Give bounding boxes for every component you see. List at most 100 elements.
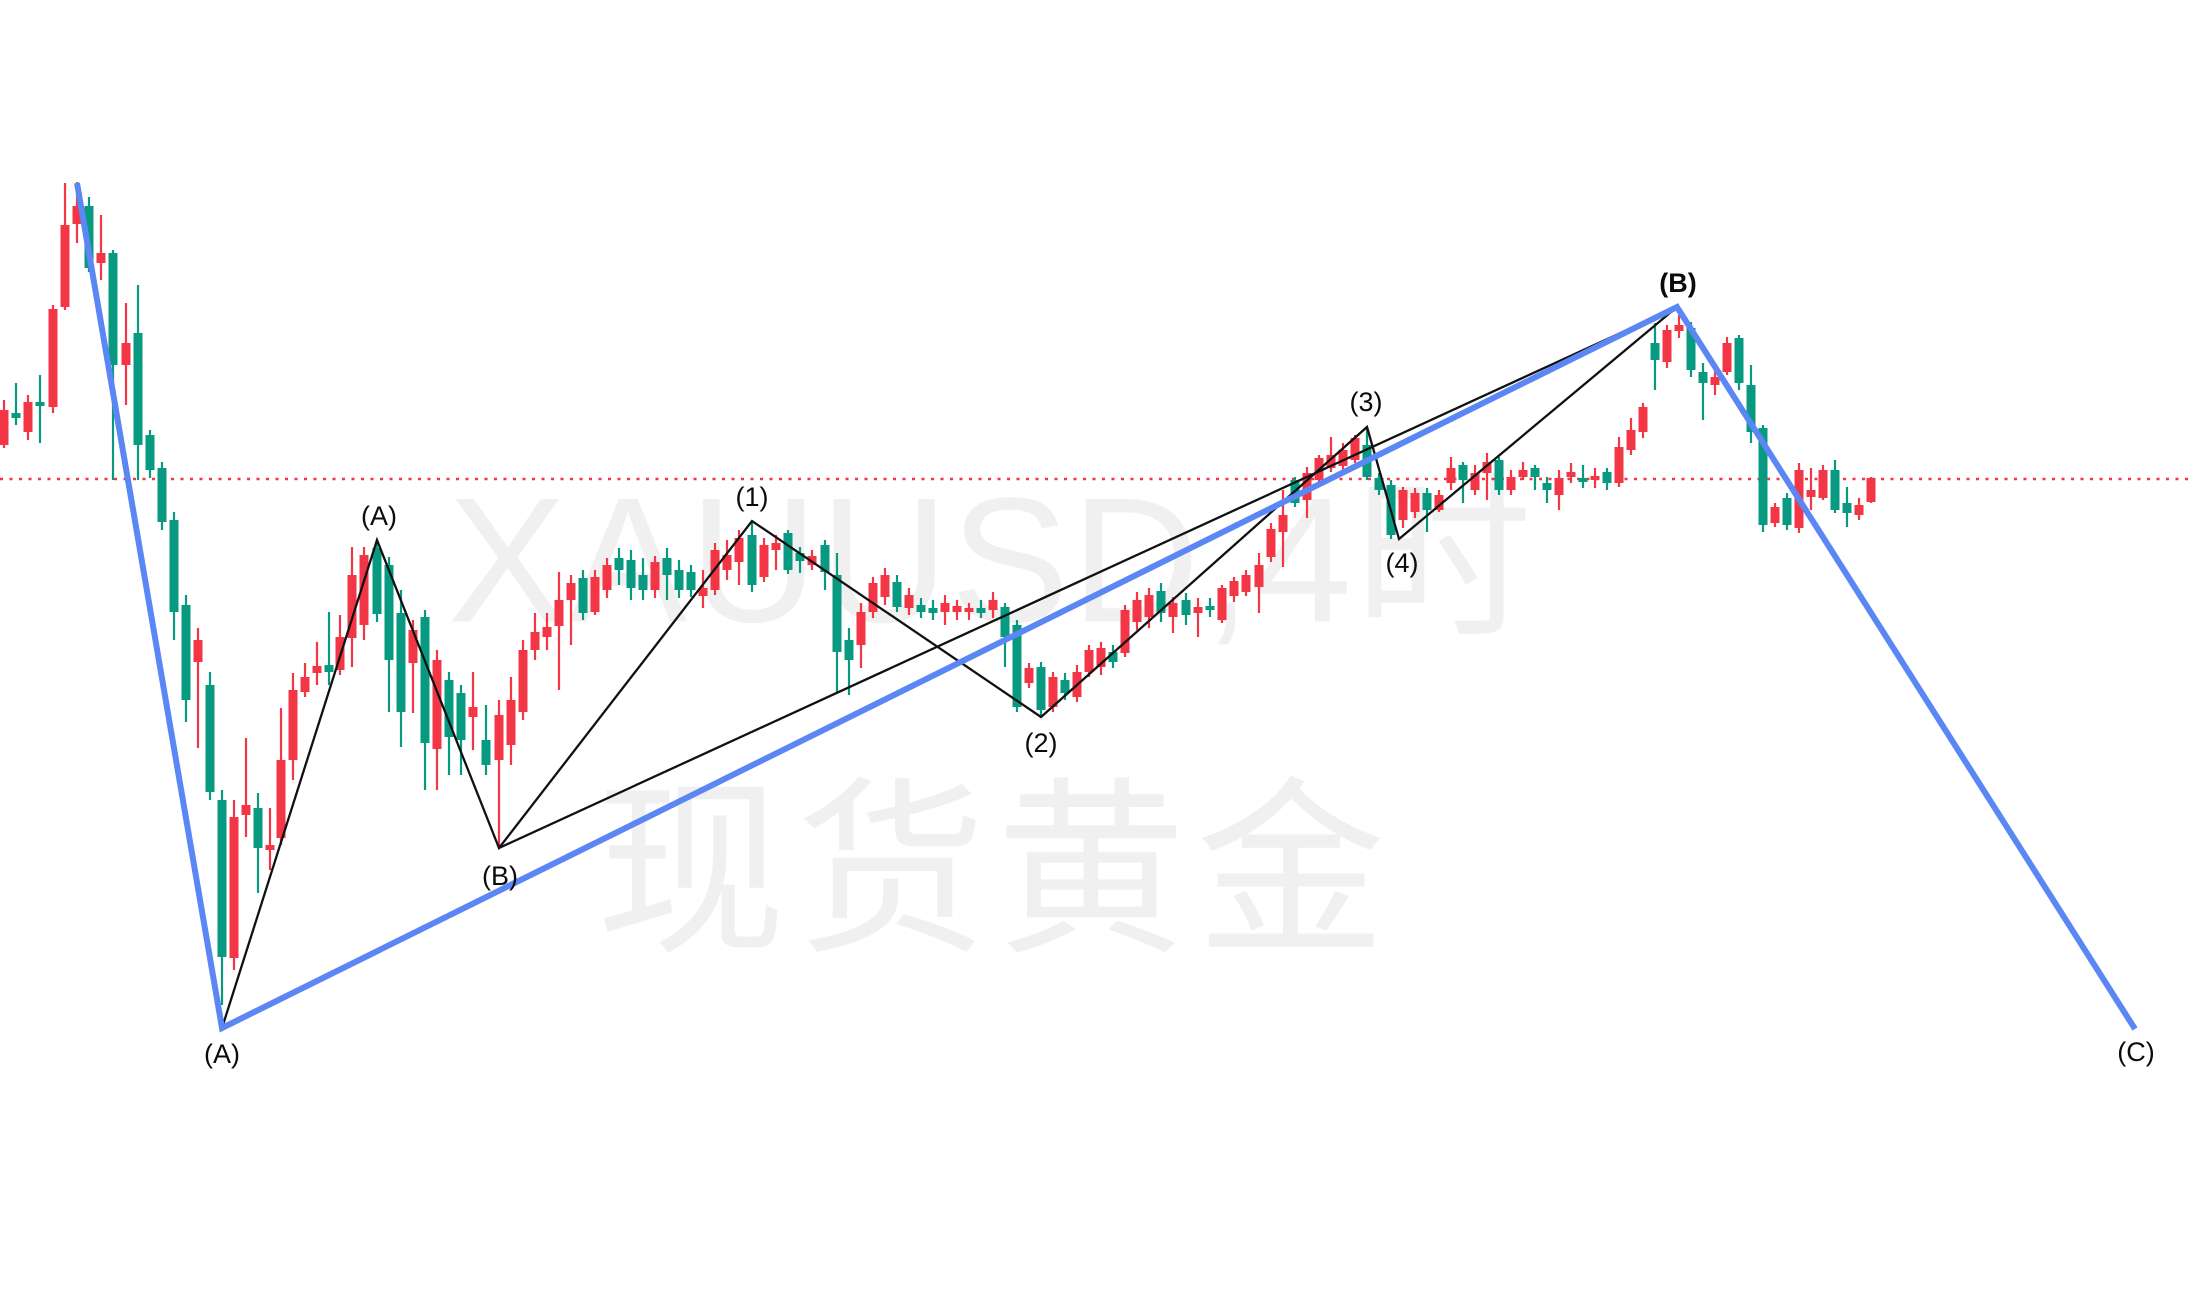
candle-body-up [868,583,878,612]
candle-body-up [1132,600,1142,622]
candle-body-up [1710,377,1720,385]
wave-label-a-bottom: (A) [204,1039,240,1069]
candle-body-up [288,690,298,760]
candle-body-up [1266,529,1276,557]
candle-body-down [1650,343,1660,360]
candle-body-up [1350,438,1360,460]
candle-body-up [1410,493,1420,512]
candle-body-down [614,558,624,570]
candle-body-up [904,595,914,608]
candle-body-up [650,562,660,590]
candle-body-up [1806,490,1816,497]
candle-body-up [1217,588,1227,620]
candle-body-up [771,543,781,550]
candle-body-down [674,570,684,590]
candle-body-up [494,715,504,760]
candle-body-down [820,545,830,572]
candle-body-down [456,693,466,740]
candle-body-up [1722,343,1732,372]
candle-body-up [1229,581,1239,596]
wave-label-a-peak: (A) [361,501,397,531]
candle-body-up [432,660,442,749]
candle-body-up [1084,650,1094,672]
candle-body-up [880,575,890,597]
candle-body-down [844,640,854,660]
candle-body-down [1578,478,1588,482]
candle-body-down [108,253,118,365]
candle-body-up [0,410,9,445]
wave-line-main-wave-zigzag[interactable] [220,306,1678,1029]
candle-body-down [1181,600,1191,615]
candle-body-down [324,665,334,672]
candle-body-down [783,533,793,570]
candle-body-down [976,608,986,613]
candle-body-up [1241,575,1251,592]
candle-body-down [181,605,191,700]
candle-body-up [554,600,564,626]
candle-body-down [1458,465,1468,480]
candle-body-down [1698,372,1708,383]
candle-body-up [359,555,369,625]
candle-body-down [372,548,382,614]
candle-body-up [193,640,203,662]
candle-body-up [734,538,744,562]
candle-body-up [1818,470,1828,498]
trendline-blue[interactable] [74,182,2138,1033]
candle-body-up [1446,468,1456,483]
candle-body-down [1602,472,1612,483]
candle-body-up [1338,450,1348,466]
candle-body-down [1494,460,1504,490]
candle-body-up [964,608,974,612]
candle-body-up [1398,490,1408,520]
candle-body-up [590,577,600,612]
candle-body-down [1000,607,1010,637]
candle-body-down [420,617,430,743]
watermark-symbol-text: XAUUSD,4时 [448,461,1534,660]
wave-label-4: (4) [1386,548,1419,578]
candle-body-down [11,413,21,418]
candle-body-down [1734,338,1744,383]
candle-body-down [928,608,938,613]
wave-line-b-low-to-b-top[interactable] [498,305,1678,850]
candle-body-up [1326,455,1336,468]
candle-body-down [662,558,672,575]
candle-body-up [60,225,70,307]
candle-body-down [396,613,406,712]
candle-body-up [1518,470,1528,477]
candle-body-down [35,402,45,406]
candle-body-down [795,553,805,561]
candle-body-down [481,740,491,765]
candle-body-up [1193,607,1203,613]
candle-body-down [169,520,179,612]
candle-body-up [1024,668,1034,683]
candle-body-up [300,677,310,692]
candle-body-down [747,535,757,585]
wave-label-b-top: (B) [1659,268,1696,298]
candle-body-up [347,575,357,638]
candle-body-up [856,612,866,645]
candle-body-down [1542,483,1552,490]
candle-body-up [1614,447,1624,483]
candle-body-up [1626,430,1636,450]
candle-body-up [1506,477,1516,490]
wave-lines-layer[interactable] [220,305,1678,1029]
candle-body-up [1168,603,1178,617]
wave-label-c: (C) [2117,1037,2154,1067]
candle-body-down [133,333,143,445]
candle-body-down [686,572,696,590]
candle-body-up [759,545,769,577]
candle-body-down [205,685,215,792]
candle-body-down [626,560,636,588]
candle-body-up [468,707,478,717]
candle-body-up [121,343,131,365]
candle-body-up [265,845,275,850]
candle-body-down [1830,470,1840,510]
candle-body-down [1205,606,1215,610]
wave-label-3: (3) [1350,387,1383,417]
candle-body-up [1770,507,1780,523]
candle-body-up [312,666,322,673]
candle-body-up [1566,472,1576,477]
candle-body-down [1012,625,1022,707]
candle-body-up [276,760,286,838]
